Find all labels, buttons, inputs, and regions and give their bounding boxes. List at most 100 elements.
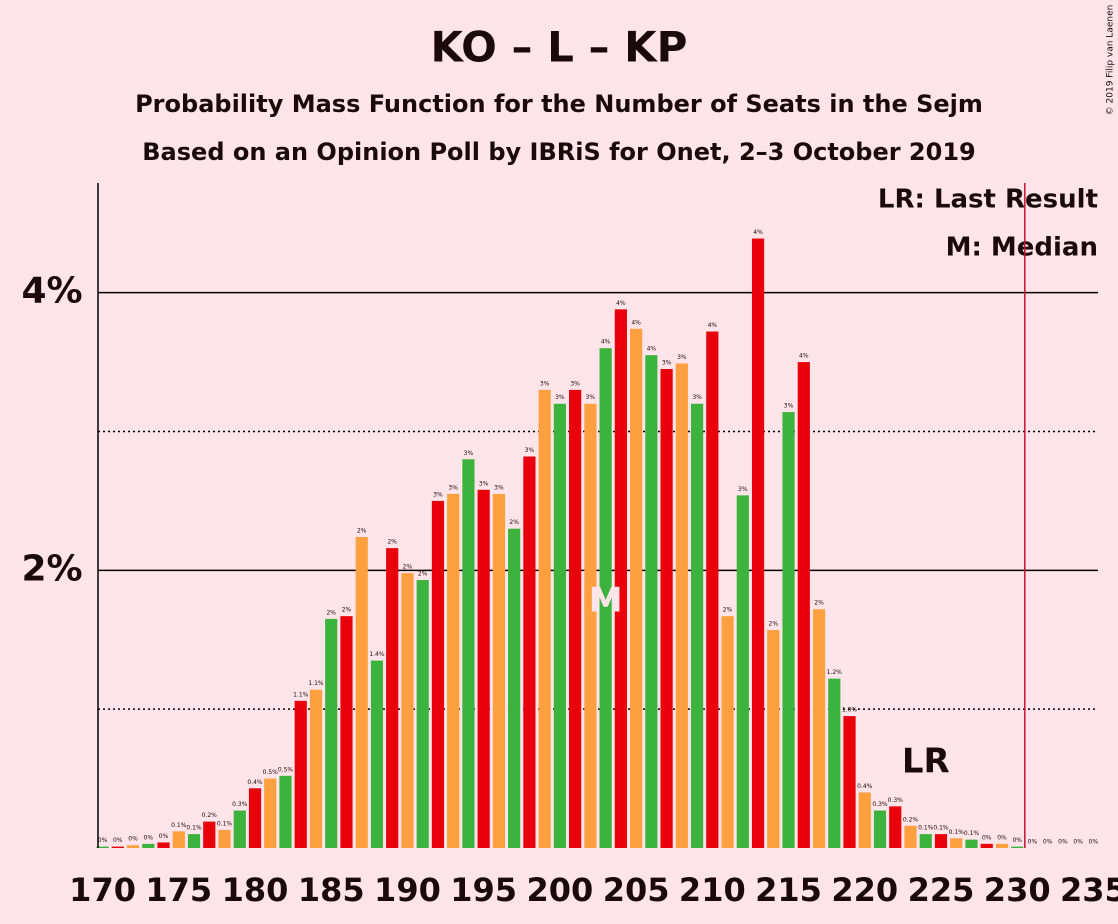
bar — [477, 489, 490, 848]
data-label: 2% — [357, 528, 367, 535]
data-label: 0% — [144, 834, 154, 841]
data-label: 2% — [403, 564, 413, 571]
bar — [142, 843, 155, 848]
legend-entry: M: Median — [946, 233, 1098, 263]
bar — [340, 616, 353, 848]
data-label: 4% — [799, 353, 809, 360]
data-label: 2% — [342, 607, 352, 614]
bar — [995, 843, 1009, 848]
bar — [843, 716, 856, 848]
data-label: 3% — [586, 394, 596, 401]
data-label: 0.1% — [186, 825, 202, 832]
data-label: 3% — [738, 486, 748, 493]
data-label: 0% — [997, 834, 1007, 841]
bar — [492, 493, 506, 848]
data-label: 3% — [448, 484, 458, 491]
x-tick-label: 225 — [908, 871, 975, 909]
data-label: 0.1% — [964, 830, 980, 837]
bar — [584, 403, 597, 848]
data-label: 3% — [555, 394, 565, 401]
data-label: 4% — [647, 346, 657, 353]
bar — [233, 810, 246, 848]
bar — [187, 834, 201, 848]
bar — [706, 331, 719, 848]
bar — [630, 328, 643, 848]
bar — [96, 846, 109, 848]
bar — [569, 389, 582, 848]
data-label: 0% — [1089, 839, 1099, 846]
data-label: 4% — [631, 319, 641, 326]
bar — [157, 842, 170, 848]
data-label: 0% — [98, 837, 108, 844]
bar — [462, 459, 475, 848]
chart-title: KO – L – KP — [431, 23, 688, 72]
data-label: 3% — [692, 394, 702, 401]
bar — [218, 829, 231, 848]
data-label: 0.5% — [263, 769, 279, 776]
median-marker: M — [589, 581, 623, 621]
data-label: 1.0% — [842, 707, 858, 714]
data-label: 3% — [784, 403, 794, 410]
data-label: 0.3% — [888, 797, 904, 804]
data-label: 0.1% — [933, 825, 949, 832]
x-tick-label: 185 — [298, 871, 365, 909]
data-label: 4% — [601, 339, 611, 346]
data-label: 2% — [326, 609, 336, 616]
bar — [325, 618, 338, 848]
x-tick-label: 205 — [603, 871, 670, 909]
data-label: 2% — [769, 621, 779, 628]
bar — [873, 810, 887, 848]
bar — [172, 831, 185, 848]
bar — [599, 348, 612, 848]
x-tick-label: 215 — [755, 871, 822, 909]
x-tick-label: 230 — [984, 871, 1051, 909]
bar — [508, 528, 521, 848]
data-label: 2% — [387, 539, 397, 546]
data-label: 1.4% — [369, 651, 385, 658]
data-label: 3% — [479, 480, 489, 487]
data-label: 0% — [128, 836, 138, 843]
bar — [934, 834, 948, 848]
bar — [309, 689, 323, 848]
credit: © 2019 Filip van Laenen — [1106, 5, 1116, 116]
bar — [111, 846, 124, 848]
bar — [767, 630, 780, 848]
bar — [386, 548, 399, 848]
bar — [264, 778, 277, 848]
bar — [828, 678, 841, 848]
bar — [355, 537, 368, 848]
data-label: 2% — [509, 519, 519, 526]
bar — [950, 838, 963, 848]
legend-entry: LR: Last Result — [878, 185, 1098, 215]
bar — [538, 389, 551, 848]
bar — [812, 609, 826, 848]
x-tick-label: 210 — [679, 871, 746, 909]
data-label: 1.2% — [827, 669, 843, 676]
y-tick-label: 4% — [21, 271, 82, 312]
bar — [126, 845, 140, 848]
x-tick-label: 235 — [1060, 871, 1118, 909]
bar — [447, 493, 460, 848]
data-label: 4% — [753, 229, 763, 236]
bar — [370, 660, 384, 848]
bar — [919, 834, 932, 848]
bar — [965, 839, 978, 848]
bar — [294, 700, 307, 848]
data-label: 1.1% — [308, 680, 324, 687]
data-label: 0% — [113, 837, 123, 844]
bar — [980, 843, 993, 848]
data-label: 0% — [1058, 839, 1068, 846]
data-label: 0% — [1012, 837, 1022, 844]
data-label: 0.3% — [872, 801, 888, 808]
data-label: 4% — [708, 322, 718, 329]
data-label: 2% — [814, 600, 824, 607]
data-label: 0.1% — [171, 822, 187, 829]
data-label: 0% — [982, 834, 992, 841]
chart-subtitle: Probability Mass Function for the Number… — [135, 90, 983, 118]
bar — [675, 363, 688, 848]
bar — [660, 369, 673, 848]
bar — [645, 355, 658, 848]
bar — [782, 412, 795, 848]
data-label: 0.5% — [278, 766, 294, 773]
